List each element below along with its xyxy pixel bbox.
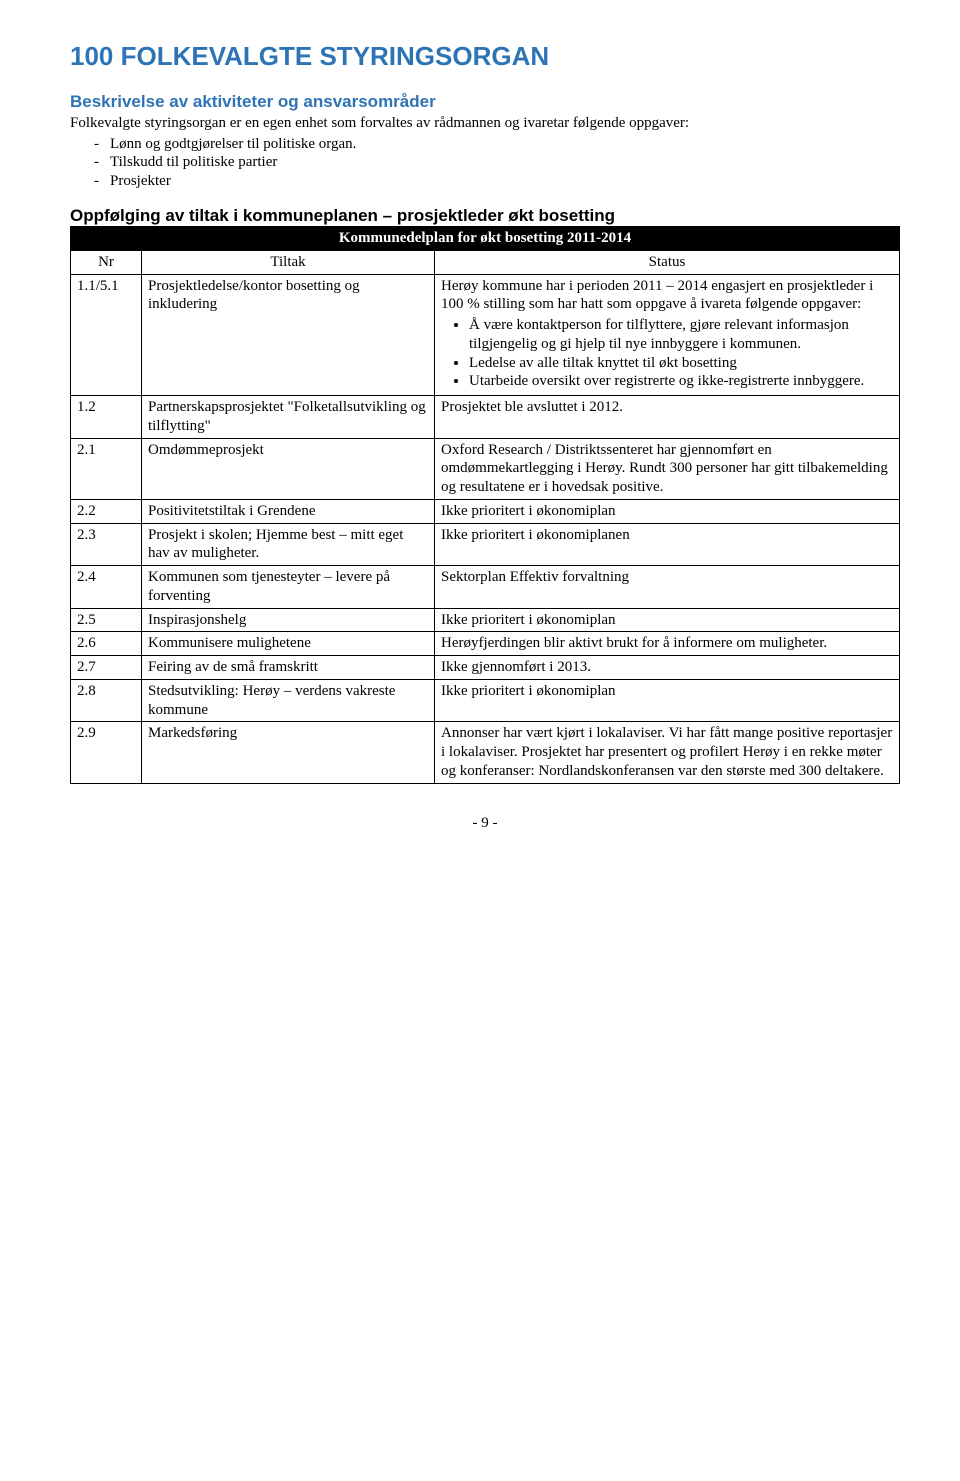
col-status: Status	[435, 250, 900, 274]
table-row: 2.8 Stedsutvikling: Herøy – verdens vakr…	[71, 679, 900, 722]
page-title: 100 FOLKEVALGTE STYRINGSORGAN	[70, 40, 900, 73]
table-row: 1.1/5.1 Prosjektledelse/kontor bosetting…	[71, 274, 900, 396]
list-item: Prosjekter	[70, 172, 900, 191]
table-caption: Kommunedelplan for økt bosetting 2011-20…	[71, 227, 900, 251]
task-list: Lønn og godtgjørelser til politiske orga…	[70, 135, 900, 191]
page-number: - 9 -	[70, 814, 900, 833]
cell-tiltak: Prosjekt i skolen; Hjemme best – mitt eg…	[142, 523, 435, 566]
cell-nr: 1.2	[71, 396, 142, 439]
cell-tiltak: Stedsutvikling: Herøy – verdens vakreste…	[142, 679, 435, 722]
cell-nr: 2.3	[71, 523, 142, 566]
table-row: 2.7 Feiring av de små framskritt Ikke gj…	[71, 656, 900, 680]
cell-tiltak: Markedsføring	[142, 722, 435, 783]
cell-nr: 2.1	[71, 438, 142, 499]
cell-tiltak: Partnerskapsprosjektet "Folketallsutvikl…	[142, 396, 435, 439]
status-bullet: Utarbeide oversikt over registrerte og i…	[469, 372, 893, 391]
cell-nr: 2.5	[71, 608, 142, 632]
status-bullet: Å være kontaktperson for tilflyttere, gj…	[469, 316, 893, 354]
cell-tiltak: Prosjektledelse/kontor bosetting og inkl…	[142, 274, 435, 396]
cell-status: Prosjektet ble avsluttet i 2012.	[435, 396, 900, 439]
cell-status: Herøy kommune har i perioden 2011 – 2014…	[435, 274, 900, 396]
cell-status: Annonser har vært kjørt i lokalaviser. V…	[435, 722, 900, 783]
list-item: Lønn og godtgjørelser til politiske orga…	[70, 135, 900, 154]
table-row: 1.2 Partnerskapsprosjektet "Folketallsut…	[71, 396, 900, 439]
cell-nr: 2.7	[71, 656, 142, 680]
cell-status: Herøyfjerdingen blir aktivt brukt for å …	[435, 632, 900, 656]
cell-nr: 2.8	[71, 679, 142, 722]
table-row: 2.1 Omdømmeprosjekt Oxford Research / Di…	[71, 438, 900, 499]
status-intro: Herøy kommune har i perioden 2011 – 2014…	[441, 278, 873, 313]
col-nr: Nr	[71, 250, 142, 274]
cell-tiltak: Kommunisere mulighetene	[142, 632, 435, 656]
col-tiltak: Tiltak	[142, 250, 435, 274]
tiltak-table: Kommunedelplan for økt bosetting 2011-20…	[70, 226, 900, 784]
cell-status: Ikke prioritert i økonomiplanen	[435, 523, 900, 566]
cell-tiltak: Positivitetstiltak i Grendene	[142, 499, 435, 523]
cell-status: Ikke prioritert i økonomiplan	[435, 679, 900, 722]
list-item: Tilskudd til politiske partier	[70, 153, 900, 172]
table-row: 2.6 Kommunisere mulighetene Herøyfjerdin…	[71, 632, 900, 656]
table-row: 2.5 Inspirasjonshelg Ikke prioritert i ø…	[71, 608, 900, 632]
cell-nr: 2.9	[71, 722, 142, 783]
cell-status: Ikke gjennomført i 2013.	[435, 656, 900, 680]
cell-status: Ikke prioritert i økonomiplan	[435, 608, 900, 632]
table-row: 2.9 Markedsføring Annonser har vært kjør…	[71, 722, 900, 783]
cell-status: Oxford Research / Distriktssenteret har …	[435, 438, 900, 499]
table-row: 2.3 Prosjekt i skolen; Hjemme best – mit…	[71, 523, 900, 566]
table-row: 2.4 Kommunen som tjenesteyter – levere p…	[71, 566, 900, 609]
cell-tiltak: Feiring av de små framskritt	[142, 656, 435, 680]
cell-status: Sektorplan Effektiv forvaltning	[435, 566, 900, 609]
followup-heading: Oppfølging av tiltak i kommuneplanen – p…	[70, 205, 900, 226]
cell-tiltak: Kommunen som tjenesteyter – levere på fo…	[142, 566, 435, 609]
cell-nr: 2.2	[71, 499, 142, 523]
cell-nr: 1.1/5.1	[71, 274, 142, 396]
cell-status: Ikke prioritert i økonomiplan	[435, 499, 900, 523]
table-row: 2.2 Positivitetstiltak i Grendene Ikke p…	[71, 499, 900, 523]
section-heading: Beskrivelse av aktiviteter og ansvarsomr…	[70, 91, 900, 112]
status-bullet: Ledelse av alle tiltak knyttet til økt b…	[469, 354, 893, 373]
cell-nr: 2.4	[71, 566, 142, 609]
cell-tiltak: Inspirasjonshelg	[142, 608, 435, 632]
cell-tiltak: Omdømmeprosjekt	[142, 438, 435, 499]
intro-text: Folkevalgte styringsorgan er en egen enh…	[70, 114, 900, 133]
cell-nr: 2.6	[71, 632, 142, 656]
